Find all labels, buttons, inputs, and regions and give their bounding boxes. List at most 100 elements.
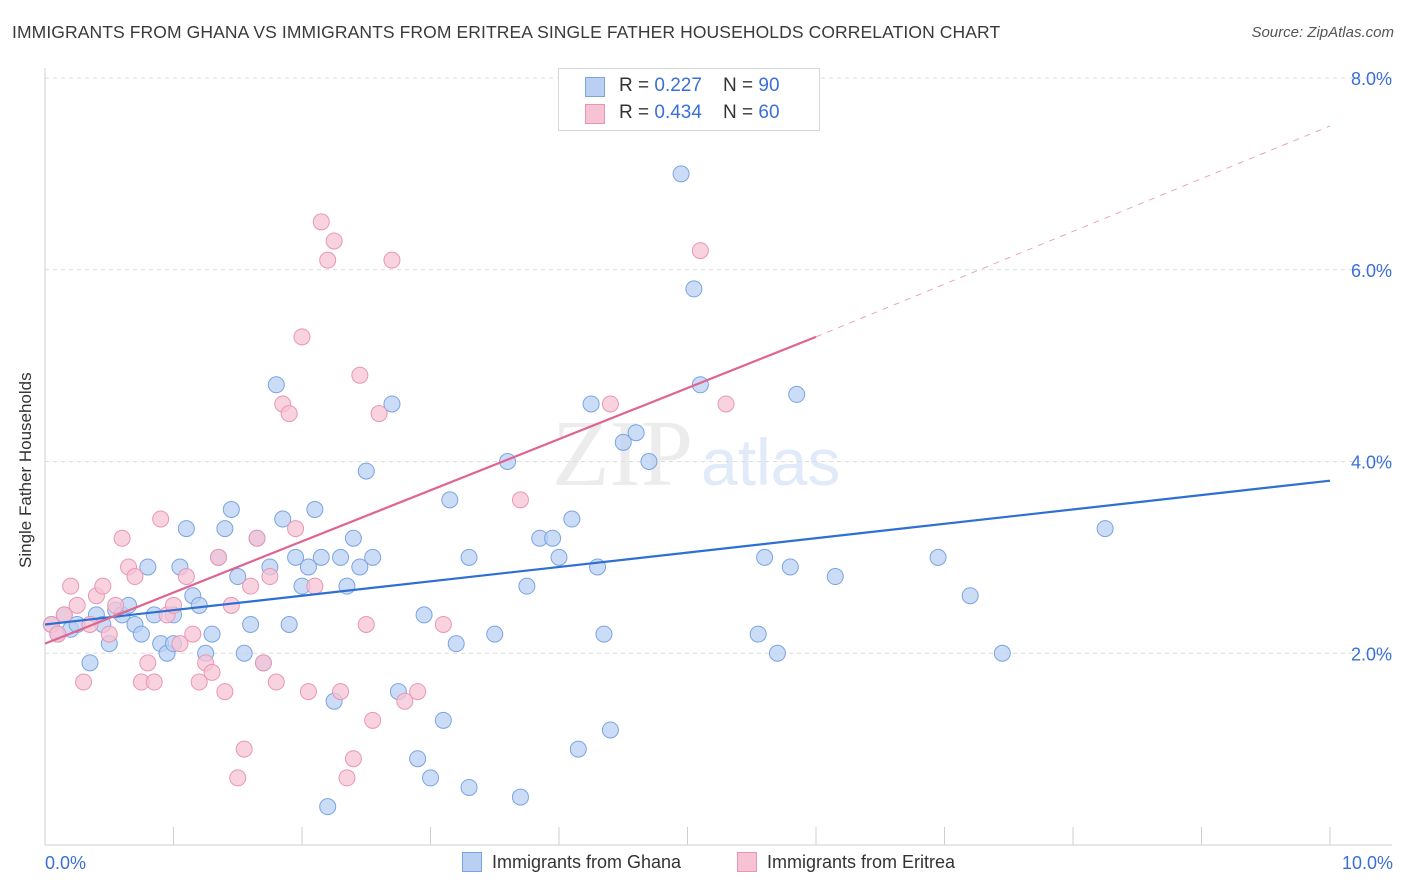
eritrea-point bbox=[338, 769, 356, 787]
ghana-point bbox=[550, 548, 568, 566]
ghana-point bbox=[299, 558, 317, 576]
ghana-point bbox=[383, 395, 401, 413]
eritrea-point bbox=[139, 654, 157, 672]
eritrea-point bbox=[171, 635, 189, 653]
ghana-point bbox=[518, 577, 536, 595]
eritrea-point bbox=[351, 366, 369, 384]
watermark: ZIP atlas bbox=[552, 400, 840, 508]
ghana-point bbox=[364, 548, 382, 566]
ghana-point bbox=[460, 778, 478, 796]
watermark-atlas: atlas bbox=[701, 425, 841, 499]
eritrea-point bbox=[229, 769, 247, 787]
legend-swatch-eritrea bbox=[585, 104, 605, 124]
eritrea-point bbox=[62, 577, 80, 595]
eritrea-point bbox=[409, 683, 427, 701]
eritrea-point bbox=[396, 692, 414, 710]
ghana-point bbox=[422, 769, 439, 787]
ghana-point bbox=[961, 587, 979, 605]
eritrea-point bbox=[145, 673, 163, 691]
eritrea-point bbox=[242, 577, 260, 595]
ghana-point bbox=[415, 606, 433, 624]
eritrea-point bbox=[254, 654, 272, 672]
source-label: Source: ZipAtlas.com bbox=[1251, 24, 1394, 41]
legend-swatch-ghana bbox=[585, 77, 605, 97]
eritrea-point bbox=[332, 683, 350, 701]
ghana-point bbox=[929, 548, 947, 566]
eritrea-point bbox=[267, 673, 285, 691]
ghana-point bbox=[235, 644, 253, 662]
eritrea-trend-extension bbox=[815, 125, 1331, 338]
eritrea-point bbox=[126, 568, 144, 586]
bottom-legend-ghana: Immigrants from Ghana bbox=[462, 852, 681, 873]
eritrea-point bbox=[209, 548, 227, 566]
legend-r-label: R = bbox=[619, 102, 655, 123]
legend-n-value-eritrea: 60 bbox=[758, 102, 780, 123]
ghana-point bbox=[756, 548, 774, 566]
ghana-point bbox=[287, 548, 305, 566]
legend-n-label: N = bbox=[723, 75, 759, 96]
ghana-point bbox=[781, 558, 799, 576]
ghana-point bbox=[1096, 520, 1114, 538]
eritrea-point bbox=[190, 673, 208, 691]
eritrea-point bbox=[299, 683, 317, 701]
eritrea-point bbox=[261, 568, 279, 586]
ghana-point bbox=[267, 376, 285, 394]
eritrea-point bbox=[203, 663, 221, 681]
chart-title: IMMIGRANTS FROM GHANA VS IMMIGRANTS FROM… bbox=[12, 22, 1001, 42]
eritrea-point bbox=[717, 395, 735, 413]
eritrea-point bbox=[107, 596, 125, 614]
eritrea-point bbox=[383, 251, 401, 269]
eritrea-point bbox=[184, 625, 202, 643]
ghana-point bbox=[222, 500, 240, 518]
ghana-point bbox=[749, 625, 767, 643]
ghana-point bbox=[319, 798, 337, 816]
y-tick-label: 4.0% bbox=[1351, 453, 1392, 473]
eritrea-point bbox=[293, 328, 311, 346]
ghana-point bbox=[312, 548, 330, 566]
ghana-point bbox=[139, 558, 157, 576]
eritrea-point bbox=[94, 577, 112, 595]
ghana-point bbox=[344, 529, 362, 547]
ghana-point bbox=[229, 568, 247, 586]
ghana-point bbox=[826, 568, 844, 586]
ghana-point bbox=[332, 548, 350, 566]
bottom-legend-label-ghana: Immigrants from Ghana bbox=[492, 852, 682, 872]
x-tick-label: 0.0% bbox=[45, 853, 86, 873]
eritrea-point bbox=[319, 251, 337, 269]
eritrea-point bbox=[325, 232, 343, 250]
ghana-point bbox=[351, 558, 369, 576]
ghana-point bbox=[511, 788, 529, 806]
ghana-point bbox=[441, 491, 459, 509]
ghana-point bbox=[357, 462, 375, 480]
ghana-point bbox=[203, 625, 221, 643]
ghana-point bbox=[640, 453, 658, 470]
ghana-point bbox=[627, 424, 645, 442]
eritrea-point bbox=[312, 213, 330, 231]
legend: R = 0.227 N = 90 R = 0.434 N = 60 bbox=[558, 68, 820, 131]
eritrea-point bbox=[68, 596, 86, 614]
eritrea-point bbox=[113, 529, 131, 547]
eritrea-point bbox=[511, 491, 529, 509]
ghana-point bbox=[190, 596, 208, 614]
eritrea-point bbox=[235, 740, 253, 758]
bottom-legend-swatch-eritrea bbox=[737, 852, 757, 872]
x-tick-label: 10.0% bbox=[1342, 853, 1393, 873]
eritrea-point bbox=[601, 395, 619, 413]
legend-n-value-ghana: 90 bbox=[758, 75, 780, 96]
eritrea-point bbox=[357, 615, 375, 633]
ghana-point bbox=[672, 165, 690, 183]
eritrea-point bbox=[691, 242, 709, 260]
eritrea-point bbox=[364, 711, 382, 729]
eritrea-trend-line bbox=[44, 335, 817, 645]
ghana-point bbox=[460, 548, 478, 566]
eritrea-point bbox=[434, 615, 452, 633]
ghana-point bbox=[993, 644, 1011, 662]
watermark-zip: ZIP bbox=[552, 402, 693, 506]
bottom-legend-label-eritrea: Immigrants from Eritrea bbox=[767, 852, 956, 872]
ghana-point bbox=[132, 625, 150, 643]
ghana-point bbox=[595, 625, 613, 643]
ghana-point bbox=[306, 500, 324, 518]
ghana-point bbox=[280, 615, 298, 633]
y-tick-label: 6.0% bbox=[1351, 261, 1392, 281]
ghana-point bbox=[177, 520, 195, 538]
